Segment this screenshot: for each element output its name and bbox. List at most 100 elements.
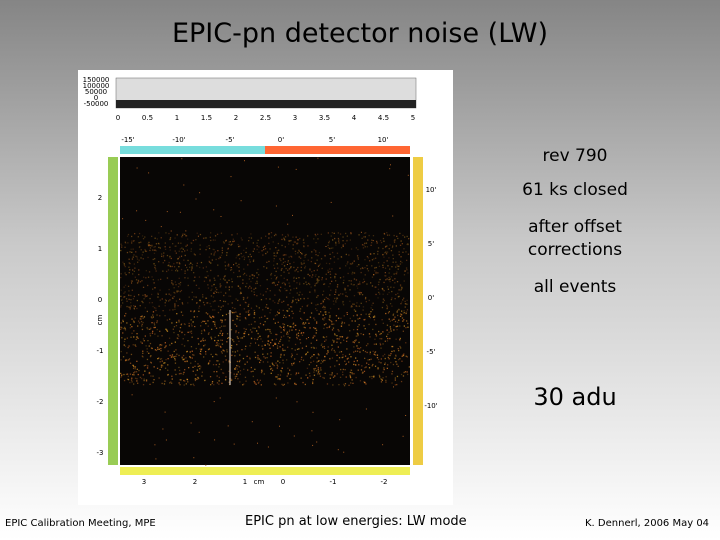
noise-dot xyxy=(380,241,383,244)
noise-dot xyxy=(279,325,281,328)
noise-dot xyxy=(329,283,331,285)
noise-dot xyxy=(166,319,168,321)
noise-dot xyxy=(127,233,130,236)
noise-dot xyxy=(285,289,287,292)
noise-dot xyxy=(353,373,355,375)
noise-dot xyxy=(164,362,166,364)
noise-dot xyxy=(157,358,159,360)
noise-dot xyxy=(216,354,218,356)
noise-dot xyxy=(256,245,258,247)
noise-dot xyxy=(159,358,162,360)
noise-dot xyxy=(146,351,148,353)
noise-dot xyxy=(236,318,238,320)
noise-dot xyxy=(175,300,178,302)
noise-dot xyxy=(392,279,394,281)
noise-dot xyxy=(323,347,326,349)
noise-dot xyxy=(240,237,242,239)
noise-dot xyxy=(329,294,331,296)
colorbar-tick: 1.5 xyxy=(201,114,212,122)
noise-dot xyxy=(292,236,294,238)
noise-dot xyxy=(130,379,133,381)
noise-dot xyxy=(273,252,275,254)
noise-dot xyxy=(392,345,394,348)
noise-dot xyxy=(405,303,407,305)
noise-dot xyxy=(355,364,357,366)
noise-dot xyxy=(329,357,331,360)
noise-dot xyxy=(148,172,150,174)
noise-dot xyxy=(391,290,393,293)
noise-dot xyxy=(383,367,385,369)
noise-dot xyxy=(361,371,364,373)
noise-dot xyxy=(277,242,279,245)
noise-dot xyxy=(144,236,146,238)
noise-dot xyxy=(315,370,318,372)
noise-dot xyxy=(389,303,392,305)
noise-dot xyxy=(199,365,201,367)
noise-dot xyxy=(372,302,374,304)
noise-dot xyxy=(187,340,189,342)
noise-dot xyxy=(181,357,183,359)
noise-dot xyxy=(333,349,335,352)
noise-dot xyxy=(401,314,403,316)
noise-dot xyxy=(351,373,353,375)
noise-dot xyxy=(248,278,250,280)
noise-dot xyxy=(167,269,170,271)
noise-dot xyxy=(156,320,158,322)
noise-dot xyxy=(263,356,265,358)
noise-dot xyxy=(387,333,389,335)
noise-dot xyxy=(289,240,291,242)
noise-dot xyxy=(159,247,161,249)
noise-dot xyxy=(392,258,394,260)
noise-dot xyxy=(186,351,188,353)
noise-dot xyxy=(220,325,223,327)
noise-dot xyxy=(256,295,258,297)
noise-dot xyxy=(142,374,144,376)
noise-dot xyxy=(397,296,399,298)
noise-dot xyxy=(294,382,296,384)
noise-dot xyxy=(367,257,369,259)
noise-dot xyxy=(132,248,134,250)
noise-dot xyxy=(205,237,207,239)
noise-dot xyxy=(207,302,209,304)
noise-dot xyxy=(333,340,335,342)
noise-dot xyxy=(246,355,248,357)
noise-dot xyxy=(363,370,366,372)
noise-dot xyxy=(350,356,352,358)
noise-dot xyxy=(254,327,256,329)
noise-dot xyxy=(162,256,165,258)
noise-dot xyxy=(359,293,361,296)
noise-dot xyxy=(133,295,135,298)
noise-dot xyxy=(182,303,184,305)
noise-dot xyxy=(325,311,327,313)
noise-dot xyxy=(259,285,262,287)
noise-dot xyxy=(375,293,377,296)
noise-dot xyxy=(339,277,342,279)
noise-dot xyxy=(192,383,194,385)
noise-dot xyxy=(275,247,277,249)
noise-dot xyxy=(386,304,388,306)
noise-dot xyxy=(181,158,183,160)
noise-dot xyxy=(314,327,316,330)
noise-dot xyxy=(284,239,286,241)
noise-dot xyxy=(300,377,302,379)
noise-dot xyxy=(364,242,366,244)
noise-dot xyxy=(265,291,267,293)
noise-dot xyxy=(214,336,216,338)
noise-dot xyxy=(325,313,327,315)
noise-dot xyxy=(378,281,380,283)
noise-dot xyxy=(173,356,175,358)
noise-dot xyxy=(154,264,156,267)
noise-dot xyxy=(300,269,302,272)
noise-dot xyxy=(170,230,172,232)
noise-dot xyxy=(350,283,352,285)
noise-dot xyxy=(158,377,160,379)
noise-dot xyxy=(221,352,223,354)
noise-dot xyxy=(325,336,328,338)
noise-dot xyxy=(185,245,187,247)
noise-dot xyxy=(200,332,203,335)
noise-dot xyxy=(138,259,140,261)
noise-dot xyxy=(141,323,143,325)
noise-dot xyxy=(126,337,128,339)
noise-dot xyxy=(369,376,371,378)
noise-dot xyxy=(244,376,247,378)
